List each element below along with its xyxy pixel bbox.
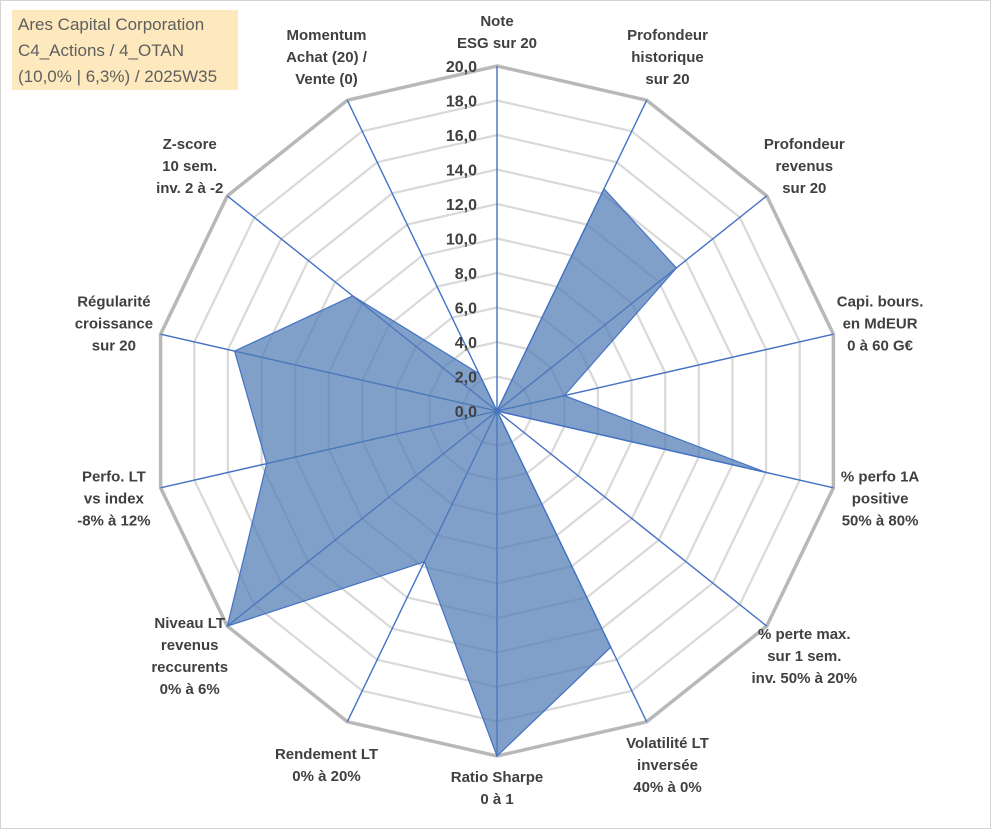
tick-label: 12,0 — [446, 197, 477, 214]
axis-label: % perte max. sur 1 sem. inv. 50% à 20% — [751, 626, 857, 687]
tick-label: 2,0 — [455, 370, 477, 387]
axis-label-line: inversée — [637, 757, 698, 774]
company-name: Ares Capital Corporation — [18, 15, 205, 34]
tick-label: 4,0 — [455, 335, 477, 352]
axis-label-line: Rendement LT — [275, 746, 378, 763]
tick-label: 8,0 — [455, 266, 477, 283]
tick-label: 18,0 — [446, 94, 477, 111]
axis-label-line: inv. 50% à 20% — [751, 670, 857, 687]
axis-labels: Note ESG sur 20 Profondeur historique sur 20… — [75, 13, 924, 808]
axis-label-line: Momentum — [287, 27, 367, 44]
axis-label-line: Régularité — [77, 294, 150, 311]
axis-label-line: -8% à 12% — [77, 513, 150, 530]
axis-label-line: 0% à 20% — [292, 768, 360, 785]
axis-label-line: vs index — [84, 491, 145, 508]
axis-label: Rendement LT 0% à 20% — [275, 746, 378, 785]
axis-label: Régularité croissance sur 20 — [75, 294, 153, 355]
axis-label-line: Volatilité LT — [626, 735, 709, 752]
axis-label-line: sur 1 sem. — [767, 648, 841, 665]
axis-label: Perfo. LT vs index -8% à 12% — [77, 469, 150, 530]
axis-label-line: Profondeur — [627, 27, 708, 44]
axis-label-line: revenus — [161, 637, 219, 654]
axis-label-line: reccurents — [151, 659, 228, 676]
axis-label-line: 0 à 1 — [480, 791, 513, 808]
axis-label-line: revenus — [776, 158, 834, 175]
axis-label-line: Capi. bours. — [837, 294, 924, 311]
axis-label: Note ESG sur 20 — [457, 13, 537, 52]
tick-label: 10,0 — [446, 232, 477, 249]
weights-and-week: (10,0% | 6,3%) / 2025W35 — [18, 67, 218, 86]
axis-label-line: Perfo. LT — [82, 469, 146, 486]
axis-label: Z-score 10 sem. inv. 2 à -2 — [156, 136, 223, 197]
axis-label-line: en MdEUR — [843, 316, 918, 333]
axis-label-line: Vente (0) — [295, 71, 358, 88]
axis-spoke — [496, 410, 768, 627]
axis-label-line: sur 20 — [92, 338, 136, 355]
axis-label-line: ESG sur 20 — [457, 35, 537, 52]
series-area — [226, 187, 767, 758]
axis-label-line: Z-score — [163, 136, 217, 153]
axis-label-line: Ratio Sharpe — [451, 769, 544, 786]
axis-label-line: 0 à 60 G€ — [847, 338, 914, 355]
axis-label-line: 50% à 80% — [842, 513, 919, 530]
axis-spoke — [346, 99, 498, 412]
axis-label: Ratio Sharpe 0 à 1 — [451, 769, 544, 808]
axis-label-line: 40% à 0% — [633, 779, 701, 796]
axis-label: Volatilité LT inversée 40% à 0% — [626, 735, 709, 796]
portfolio-label: C4_Actions / 4_OTAN — [18, 41, 184, 60]
axis-label-line: % perfo 1A — [841, 469, 920, 486]
axis-label-line: croissance — [75, 316, 153, 333]
tick-label: 14,0 — [446, 163, 477, 180]
tick-label: 16,0 — [446, 128, 477, 145]
axis-label-line: Profondeur — [764, 136, 845, 153]
axis-label: Niveau LT revenus reccurents 0% à 6% — [151, 615, 228, 698]
tick-label: 20,0 — [446, 59, 477, 76]
axis-label-line: historique — [631, 49, 704, 66]
axis-label-line: 0% à 6% — [160, 681, 220, 698]
axis-label-line: sur 20 — [782, 180, 826, 197]
axis-label-line: Achat (20) / — [286, 49, 368, 66]
tick-label: 6,0 — [455, 301, 477, 318]
tick-label: 0,0 — [455, 404, 477, 421]
radial-tick-labels: 0,0 2,0 4,0 6,0 8,0 10,0 12,0 14,0 16,0 18,0 20,0 — [446, 59, 477, 421]
axis-label: Profondeur revenus sur 20 — [764, 136, 845, 197]
axis-label-line: Note — [480, 13, 513, 30]
axis-label: % perfo 1A positive 50% à 80% — [841, 469, 920, 530]
axis-label: Momentum Achat (20) / Vente (0) — [286, 27, 368, 88]
axis-label-line: inv. 2 à -2 — [156, 180, 223, 197]
axis-label-line: 10 sem. — [162, 158, 217, 175]
radar-series — [226, 187, 767, 758]
axis-label: Profondeur historique sur 20 — [627, 27, 708, 88]
chart-title-box: Ares Capital Corporation C4_Actions / 4_… — [12, 10, 238, 90]
axis-label-line: sur 20 — [645, 71, 689, 88]
axis-label: Capi. bours. en MdEUR 0 à 60 G€ — [837, 294, 924, 355]
axis-label-line: Niveau LT — [154, 615, 225, 632]
axis-label-line: positive — [852, 491, 909, 508]
axis-label-line: % perte max. — [758, 626, 851, 643]
